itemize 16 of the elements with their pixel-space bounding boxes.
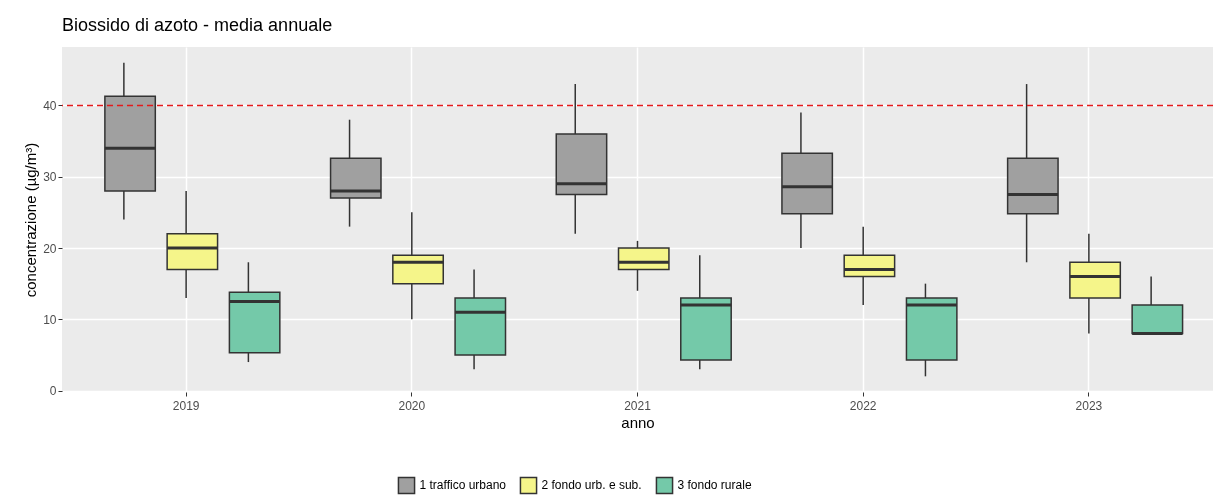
x-tick-label: 2020 bbox=[398, 398, 426, 413]
legend-label: 2 fondo urb. e sub. bbox=[541, 478, 642, 493]
y-axis-title: concentrazione (µg/m³) bbox=[22, 142, 40, 298]
x-tick-label: 2021 bbox=[624, 398, 652, 413]
y-tick-label: 20 bbox=[43, 241, 57, 256]
x-tick-label: 2023 bbox=[1075, 398, 1103, 413]
legend-label: 1 traffico urbano bbox=[419, 478, 507, 493]
x-tick-label: 2022 bbox=[849, 398, 877, 413]
x-axis-title: anno bbox=[621, 413, 655, 431]
y-tick-label: 10 bbox=[43, 312, 57, 327]
y-tick-label: 40 bbox=[43, 98, 57, 113]
x-tick-label: 2019 bbox=[172, 398, 200, 413]
y-tick-label: 0 bbox=[49, 384, 57, 399]
y-tick-label: 30 bbox=[43, 170, 57, 185]
chart-title: Biossido di azoto - media annuale bbox=[62, 15, 333, 35]
legend-label: 3 fondo rurale bbox=[677, 478, 752, 493]
